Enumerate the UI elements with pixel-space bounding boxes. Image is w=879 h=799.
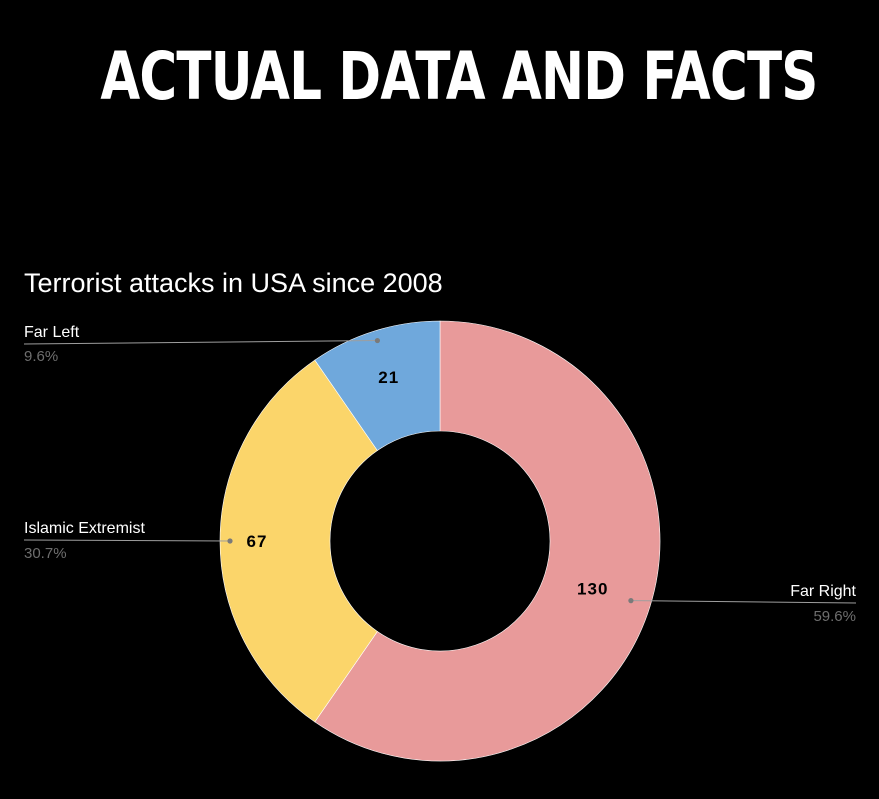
value-label-far-right: 130 [577, 580, 608, 599]
callout-line-far-left [23, 340, 378, 345]
callout-label-far-right: Far Right [790, 583, 856, 600]
callout-percent-islamic-extremist: 30.7% [24, 545, 67, 562]
value-label-far-left: 21 [378, 368, 399, 387]
callout-percent-far-right: 59.6% [813, 608, 856, 625]
callout-dot-islamic-extremist [227, 538, 233, 544]
callout-line-far-right [630, 600, 857, 604]
callout-label-islamic-extremist: Islamic Extremist [24, 520, 145, 537]
callout-label-far-left: Far Left [24, 324, 80, 341]
chart-title: Terrorist attacks in USA since 2008 [24, 268, 443, 298]
slice-far-right [314, 320, 661, 762]
value-label-islamic-extremist: 67 [247, 532, 268, 551]
callout-line-islamic-extremist [23, 539, 231, 542]
callout-percent-far-left: 9.6% [24, 348, 58, 365]
callout-dot-far-left [374, 337, 381, 344]
callout-dot-far-right [628, 598, 634, 604]
headline: ACTUAL DATA AND FACTS [100, 38, 818, 115]
slice-islamic-extremist [219, 359, 378, 723]
